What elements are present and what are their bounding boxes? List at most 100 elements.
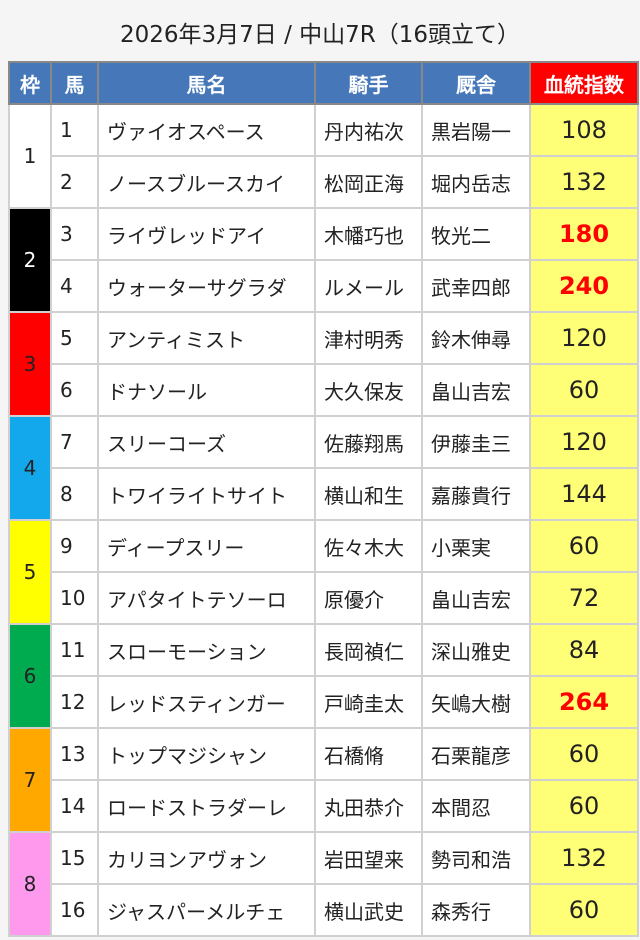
jockey: 横山和生 xyxy=(314,467,423,521)
waku-cell: 6 xyxy=(8,623,52,729)
pedigree-index: 120 xyxy=(529,311,639,365)
header-name: 馬名 xyxy=(97,61,316,105)
horse-name: スローモーション xyxy=(97,623,316,677)
horse-name: ディープスリー xyxy=(97,519,316,573)
table-row: 1 1 ヴァイオスペース 丹内祐次 黒岩陽一 108 xyxy=(8,103,639,209)
trainer: 黒岩陽一 xyxy=(421,103,531,157)
horse-number: 4 xyxy=(50,259,99,313)
horse-name: カリヨンアヴォン xyxy=(97,831,316,885)
table-row: 14 ロードストラダーレ 丸田恭介 本間忍 60 xyxy=(9,779,639,833)
horse-name: ジャスパーメルチェ xyxy=(97,883,316,937)
horse-number: 11 xyxy=(50,623,99,677)
horse-name: ノースブルースカイ xyxy=(97,155,316,209)
trainer: 武幸四郎 xyxy=(421,259,531,313)
jockey: 長岡禎仁 xyxy=(314,623,423,677)
horse-number: 16 xyxy=(50,883,99,937)
horse-name: ヴァイオスペース xyxy=(97,103,316,157)
horse-number: 9 xyxy=(50,519,99,573)
horse-number: 6 xyxy=(50,363,99,417)
waku-cell: 3 xyxy=(8,311,52,417)
horse-name: トワイライトサイト xyxy=(97,467,316,521)
jockey: 横山武史 xyxy=(314,883,423,937)
jockey: 石橋脩 xyxy=(314,727,423,781)
horse-name: アパタイトテソーロ xyxy=(97,571,316,625)
table-row: 3 5 アンティミスト 津村明秀 鈴木伸尋 120 xyxy=(8,311,639,417)
jockey: 佐藤翔馬 xyxy=(314,415,423,469)
pedigree-index: 60 xyxy=(529,727,639,781)
pedigree-index: 132 xyxy=(529,831,639,885)
table-row: 8 15 カリヨンアヴォン 岩田望来 勢司和浩 132 xyxy=(8,831,639,937)
table-row: 16 ジャスパーメルチェ 横山武史 森秀行 60 xyxy=(9,883,639,937)
trainer: 本間忍 xyxy=(421,779,531,833)
trainer: 小栗実 xyxy=(421,519,531,573)
table-row: 4 ウォーターサグラダ ルメール 武幸四郎 240 xyxy=(9,259,639,313)
trainer: 嘉藤貴行 xyxy=(421,467,531,521)
trainer: 深山雅史 xyxy=(421,623,531,677)
trainer: 石栗龍彦 xyxy=(421,727,531,781)
table-row: 10 アパタイトテソーロ 原優介 畠山吉宏 72 xyxy=(9,571,639,625)
waku-cell: 1 xyxy=(8,103,52,209)
horse-name: ドナソール xyxy=(97,363,316,417)
jockey: 佐々木大 xyxy=(314,519,423,573)
horse-number: 3 xyxy=(50,207,99,261)
horse-number: 13 xyxy=(50,727,99,781)
table-row: 12 レッドスティンガー 戸崎圭太 矢嶋大樹 264 xyxy=(9,675,639,729)
pedigree-index: 72 xyxy=(529,571,639,625)
pedigree-index: 180 xyxy=(529,207,639,261)
horse-name: スリーコーズ xyxy=(97,415,316,469)
trainer: 矢嶋大樹 xyxy=(421,675,531,729)
waku-cell: 7 xyxy=(8,727,52,833)
pedigree-index: 60 xyxy=(529,779,639,833)
trainer: 伊藤圭三 xyxy=(421,415,531,469)
horse-name: トップマジシャン xyxy=(97,727,316,781)
horse-number: 7 xyxy=(50,415,99,469)
pedigree-index: 60 xyxy=(529,363,639,417)
jockey: 丹内祐次 xyxy=(314,103,423,157)
jockey: 大久保友 xyxy=(314,363,423,417)
pedigree-index: 60 xyxy=(529,519,639,573)
table-row: 6 ドナソール 大久保友 畠山吉宏 60 xyxy=(9,363,639,417)
pedigree-index: 240 xyxy=(529,259,639,313)
table-row: 6 11 スローモーション 長岡禎仁 深山雅史 84 xyxy=(8,623,639,729)
pedigree-index: 60 xyxy=(529,883,639,937)
horse-number: 14 xyxy=(50,779,99,833)
trainer: 鈴木伸尋 xyxy=(421,311,531,365)
jockey: 松岡正海 xyxy=(314,155,423,209)
horse-name: ロードストラダーレ xyxy=(97,779,316,833)
jockey: 原優介 xyxy=(314,571,423,625)
table-header-row: 枠 馬 馬名 騎手 厩舎 血統指数 xyxy=(8,61,639,105)
jockey: 岩田望来 xyxy=(314,831,423,885)
waku-cell: 8 xyxy=(8,831,52,937)
table-row: 7 13 トップマジシャン 石橋脩 石栗龍彦 60 xyxy=(8,727,639,833)
waku-cell: 4 xyxy=(8,415,52,521)
horse-number: 8 xyxy=(50,467,99,521)
jockey: ルメール xyxy=(314,259,423,313)
horse-number: 5 xyxy=(50,311,99,365)
trainer: 堀内岳志 xyxy=(421,155,531,209)
table-row: 4 7 スリーコーズ 佐藤翔馬 伊藤圭三 120 xyxy=(8,415,639,521)
jockey: 戸崎圭太 xyxy=(314,675,423,729)
table-row: 2 ノースブルースカイ 松岡正海 堀内岳志 132 xyxy=(9,155,639,209)
header-trainer: 厩舎 xyxy=(421,61,531,105)
waku-cell: 2 xyxy=(8,207,52,313)
trainer: 畠山吉宏 xyxy=(421,571,531,625)
table-row: 5 9 ディープスリー 佐々木大 小栗実 60 xyxy=(8,519,639,625)
trainer: 畠山吉宏 xyxy=(421,363,531,417)
jockey: 木幡巧也 xyxy=(314,207,423,261)
pedigree-index: 108 xyxy=(529,103,639,157)
trainer: 森秀行 xyxy=(421,883,531,937)
pedigree-index: 132 xyxy=(529,155,639,209)
pedigree-index: 84 xyxy=(529,623,639,677)
horse-number: 2 xyxy=(50,155,99,209)
table-row: 8 トワイライトサイト 横山和生 嘉藤貴行 144 xyxy=(9,467,639,521)
horse-name: レッドスティンガー xyxy=(97,675,316,729)
jockey: 丸田恭介 xyxy=(314,779,423,833)
pedigree-index: 120 xyxy=(529,415,639,469)
jockey: 津村明秀 xyxy=(314,311,423,365)
horse-number: 10 xyxy=(50,571,99,625)
waku-cell: 5 xyxy=(8,519,52,625)
horse-number: 12 xyxy=(50,675,99,729)
horse-name: ウォーターサグラダ xyxy=(97,259,316,313)
pedigree-index: 264 xyxy=(529,675,639,729)
trainer: 牧光二 xyxy=(421,207,531,261)
